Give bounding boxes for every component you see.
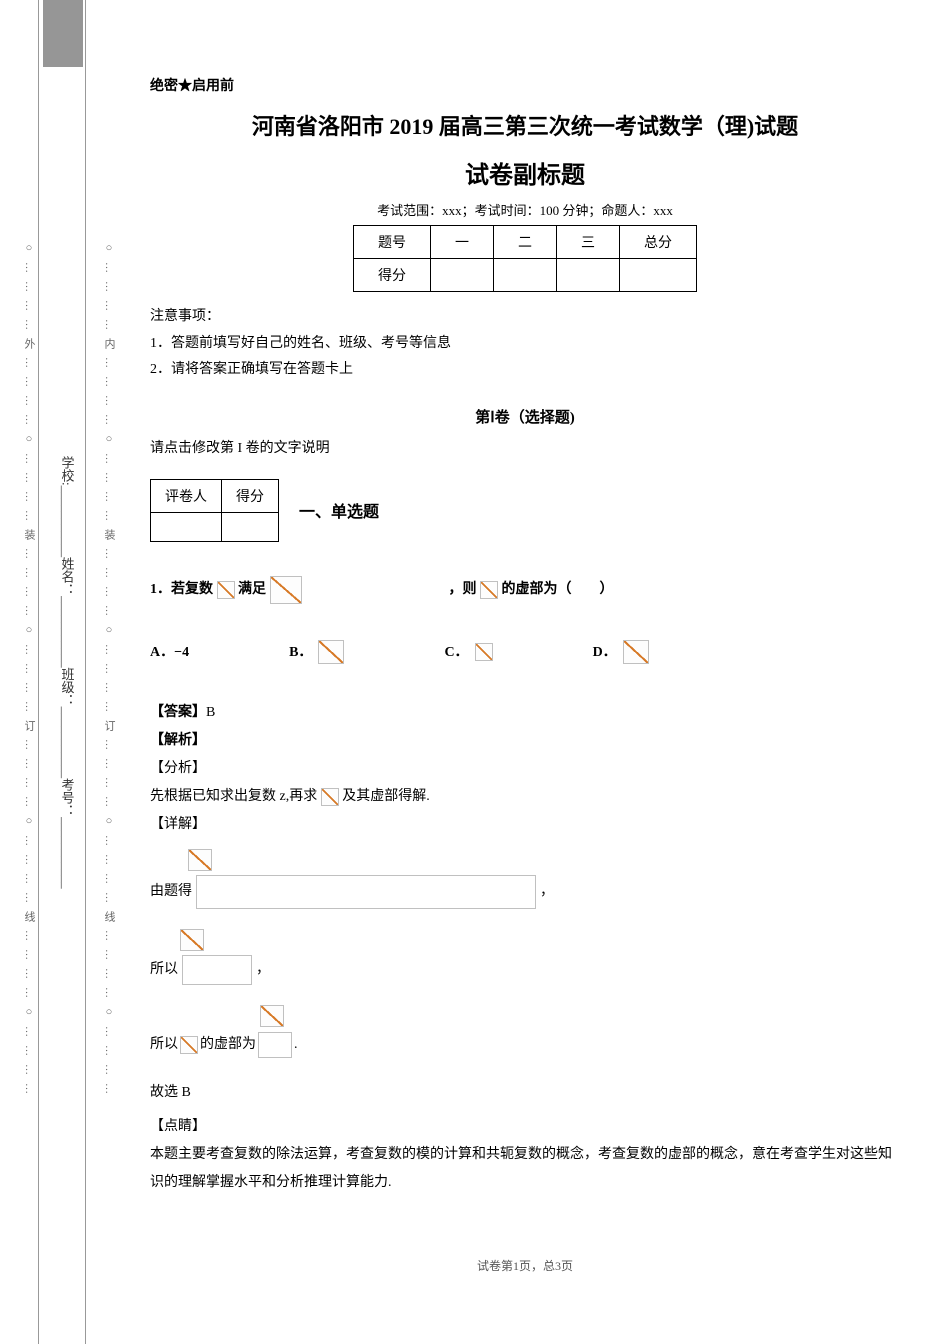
detail-line: 【详解】	[150, 811, 900, 839]
margin-line-inner	[85, 0, 86, 1344]
header-cell: 总分	[620, 226, 697, 259]
method-label: 【分析】	[150, 761, 206, 776]
option-c: C．	[444, 640, 492, 665]
comment-label-line: 【点睛】	[150, 1113, 900, 1141]
section-title: 第Ⅰ卷（选择题)	[150, 406, 900, 427]
grader-cell	[151, 512, 222, 541]
grader-cell	[222, 512, 279, 541]
math-placeholder-icon	[318, 640, 344, 664]
binding-line-outer: ○…………外…………○…………装…………○…………订…………○…………线……………	[20, 0, 38, 1344]
row-label: 得分	[354, 259, 431, 292]
table-row: 评卷人 得分	[151, 479, 279, 512]
q1-suffix: 的虚部为（ ）	[502, 582, 614, 597]
math-long-box	[182, 955, 252, 985]
analysis-line: 【解析】	[150, 727, 900, 755]
margin-line-outer	[38, 0, 39, 1344]
step-2: 所以 ，	[150, 929, 900, 985]
q1-mid2: ，则	[449, 582, 477, 597]
math-placeholder-icon	[260, 1005, 284, 1027]
notice-item: 1．答题前填写好自己的姓名、班级、考号等信息	[150, 331, 900, 358]
notice-block: 注意事项： 1．答题前填写好自己的姓名、班级、考号等信息 2．请将答案正确填写在…	[150, 304, 900, 384]
math-placeholder-icon	[180, 1036, 198, 1054]
answer-line: 【答案】B	[150, 699, 900, 727]
math-placeholder-icon	[480, 581, 498, 599]
grader-row: 评卷人 得分 一、单选题	[150, 479, 900, 542]
step3-prefix: 所以	[150, 1031, 178, 1059]
page-footer: 试卷第1页，总3页	[150, 1257, 900, 1274]
score-table: 题号 一 二 三 总分 得分	[353, 225, 697, 292]
confidential-label: 绝密★启用前	[150, 75, 900, 95]
table-row	[151, 512, 279, 541]
math-placeholder-icon	[217, 581, 235, 599]
step2-prefix: 所以	[150, 956, 178, 984]
options-row: A．−4 B． C． D．	[150, 640, 900, 665]
spacer	[305, 589, 445, 590]
score-cell	[431, 259, 494, 292]
step1-prefix: 由题得	[150, 878, 192, 906]
step1-suffix: ，	[540, 878, 554, 906]
step3-suffix: .	[294, 1031, 298, 1059]
math-placeholder-icon	[180, 929, 204, 951]
answer-block: 【答案】B 【解析】 【分析】 先根据已知求出复数 z,再求 及其虚部得解. 【…	[150, 699, 900, 1197]
step2-suffix: ，	[256, 956, 270, 984]
grader-col: 评卷人	[151, 479, 222, 512]
method-text: 先根据已知求出复数 z,再求	[150, 789, 317, 804]
math-placeholder-icon	[188, 849, 212, 871]
q1-mid1: 满足	[238, 582, 266, 597]
score-cell	[557, 259, 620, 292]
option-a: A．−4	[150, 640, 189, 665]
option-b: B．	[289, 640, 344, 665]
exam-title: 河南省洛阳市 2019 届高三第三次统一考试数学（理)试题	[150, 109, 900, 141]
comment-label: 【点睛】	[150, 1119, 206, 1134]
math-placeholder-icon	[270, 576, 302, 604]
answer-label: 【答案】	[150, 705, 206, 720]
math-placeholder-icon	[321, 788, 339, 806]
option-a-label: A．−4	[150, 640, 189, 665]
binding-line-inner: ○…………内…………○…………装…………○…………订…………○…………线……………	[100, 0, 118, 1344]
step-1: 由题得 ，	[150, 849, 900, 909]
header-cell: 三	[557, 226, 620, 259]
option-b-label: B．	[289, 640, 312, 665]
answer-value: B	[206, 705, 215, 720]
header-cell: 二	[494, 226, 557, 259]
math-long-box	[196, 875, 536, 909]
step3-mid: 的虚部为	[200, 1031, 256, 1059]
method-line: 【分析】	[150, 755, 900, 783]
header-cell: 题号	[354, 226, 431, 259]
method-text-line: 先根据已知求出复数 z,再求 及其虚部得解.	[150, 783, 900, 811]
conclusion-line: 故选 B	[150, 1079, 900, 1107]
table-row: 得分	[354, 259, 697, 292]
question-type-heading: 一、单选题	[299, 498, 379, 522]
step-3: 所以 的虚部为 .	[150, 1005, 900, 1059]
header-cell: 一	[431, 226, 494, 259]
math-placeholder-icon	[475, 643, 493, 661]
q1-prefix: 1．若复数	[150, 582, 213, 597]
method-suffix: 及其虚部得解.	[342, 789, 430, 804]
notice-heading: 注意事项：	[150, 304, 900, 331]
table-row: 题号 一 二 三 总分	[354, 226, 697, 259]
binding-labels: 学校:___________姓名：___________班级：_________…	[52, 0, 82, 1344]
option-c-label: C．	[444, 640, 468, 665]
grader-table: 评卷人 得分	[150, 479, 279, 542]
analysis-label: 【解析】	[150, 733, 206, 748]
math-placeholder-icon	[623, 640, 649, 664]
option-d-label: D．	[593, 640, 617, 665]
detail-label: 【详解】	[150, 817, 206, 832]
score-cell	[620, 259, 697, 292]
option-d: D．	[593, 640, 649, 665]
exam-info: 考试范围：xxx；考试时间：100 分钟；命题人：xxx	[150, 200, 900, 219]
comment-text: 本题主要考查复数的除法运算，考查复数的模的计算和共轭复数的概念，考查复数的虚部的…	[150, 1141, 900, 1197]
document-content: 绝密★启用前 河南省洛阳市 2019 届高三第三次统一考试数学（理)试题 试卷副…	[150, 75, 900, 1197]
grader-col: 得分	[222, 479, 279, 512]
question-1: 1．若复数 满足 ，则 的虚部为（ ） A．−4 B． C． D．	[150, 576, 900, 665]
exam-subtitle: 试卷副标题	[150, 155, 900, 190]
score-cell	[494, 259, 557, 292]
math-long-box	[258, 1032, 292, 1058]
section-note: 请点击修改第 I 卷的文字说明	[150, 437, 900, 457]
notice-item: 2．请将答案正确填写在答题卡上	[150, 357, 900, 384]
